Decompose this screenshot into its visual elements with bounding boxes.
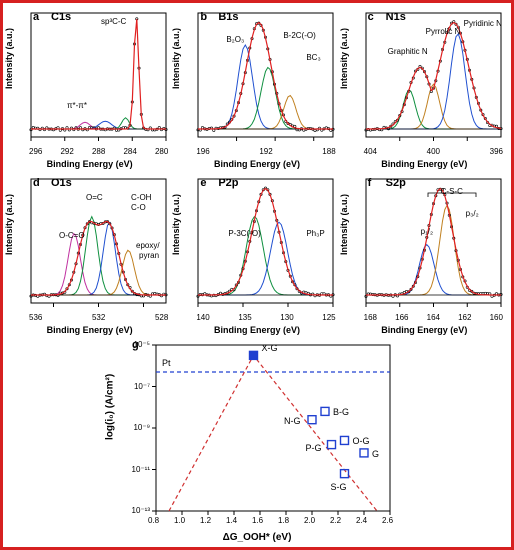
panel-title: N1s (386, 11, 406, 23)
x-tick-label: 2.4 (356, 516, 367, 525)
xps-plot (342, 7, 507, 167)
y-axis-label: log(i₀) (A/cm²) (105, 374, 116, 440)
panel-d: dO1sIntensity (a.u.)Binding Energy (eV)5… (7, 173, 172, 337)
x-axis-label: Binding Energy (eV) (214, 325, 300, 335)
xps-panel-grid: aC1sIntensity (a.u.)Binding Energy (eV)2… (7, 7, 507, 337)
panel-letter: c (368, 11, 374, 23)
x-tick-label: 2.2 (330, 516, 341, 525)
y-axis-label: Intensity (a.u.) (171, 28, 181, 89)
y-axis-label: Intensity (a.u.) (4, 28, 14, 89)
panel-b: bB1sIntensity (a.u.)Binding Energy (eV)1… (174, 7, 339, 171)
x-tick-label: 1.2 (200, 516, 211, 525)
volcano-plot-panel: gPtlog(i₀) (A/cm²)ΔG_OOH* (eV)0.81.01.21… (7, 337, 507, 543)
y-axis-label: Intensity (a.u.) (339, 28, 349, 89)
xps-plot (174, 7, 339, 167)
panel-letter: d (33, 177, 40, 189)
panel-title: P2p (218, 177, 238, 189)
xps-plot (342, 173, 507, 333)
x-tick-label: 1.8 (278, 516, 289, 525)
panel-letter: e (200, 177, 206, 189)
x-axis-label: Binding Energy (eV) (47, 159, 133, 169)
panel-c: cN1sIntensity (a.u.)Binding Energy (eV)4… (342, 7, 507, 171)
y-tick-label: 10⁻⁷ (134, 382, 150, 391)
y-tick-label: 10⁻¹¹ (132, 465, 150, 474)
y-tick-label: 10⁻⁵ (134, 340, 150, 349)
y-axis-label: Intensity (a.u.) (171, 194, 181, 255)
panel-letter: a (33, 11, 39, 23)
data-point-label: O-G (353, 436, 370, 446)
x-axis-label: Binding Energy (eV) (381, 325, 467, 335)
data-point-label: S-G (331, 482, 347, 492)
x-axis-label: ΔG_OOH* (eV) (223, 532, 292, 543)
panel-title: C1s (51, 11, 71, 23)
panel-f: fS2pIntensity (a.u.)Binding Energy (eV)1… (342, 173, 507, 337)
x-tick-label: 1.6 (252, 516, 263, 525)
pt-reference-label: Pt (162, 358, 171, 368)
x-axis-label: Binding Energy (eV) (214, 159, 300, 169)
xps-plot (7, 7, 172, 167)
x-tick-label: 2.0 (304, 516, 315, 525)
y-tick-label: 10⁻⁹ (133, 423, 150, 432)
data-point-label: P-G (306, 443, 322, 453)
data-point-label: B-G (333, 407, 349, 417)
panel-letter: f (368, 177, 372, 189)
panel-title: B1s (218, 11, 238, 23)
data-point-label: G (372, 449, 379, 459)
x-tick-label: 0.8 (148, 516, 159, 525)
data-point-label: N-G (284, 416, 301, 426)
x-tick-label: 1.4 (226, 516, 237, 525)
panel-title: S2p (386, 177, 406, 189)
xps-plot (174, 173, 339, 333)
x-tick-label: 2.6 (382, 516, 393, 525)
panel-title: O1s (51, 177, 72, 189)
panel-letter: b (200, 11, 207, 23)
panel-a: aC1sIntensity (a.u.)Binding Energy (eV)2… (7, 7, 172, 171)
panel-e: eP2pIntensity (a.u.)Binding Energy (eV)1… (174, 173, 339, 337)
x-tick-label: 1.0 (174, 516, 185, 525)
x-axis-label: Binding Energy (eV) (47, 325, 133, 335)
y-tick-label: 10⁻¹³ (132, 506, 150, 515)
y-axis-label: Intensity (a.u.) (4, 194, 14, 255)
x-axis-label: Binding Energy (eV) (381, 159, 467, 169)
y-axis-label: Intensity (a.u.) (339, 194, 349, 255)
figure-frame: a C1s Intensity (a.u.) Binding Energy (eV) 2… (0, 0, 514, 550)
data-point-label: X-G (262, 343, 278, 353)
xps-plot (7, 173, 172, 333)
